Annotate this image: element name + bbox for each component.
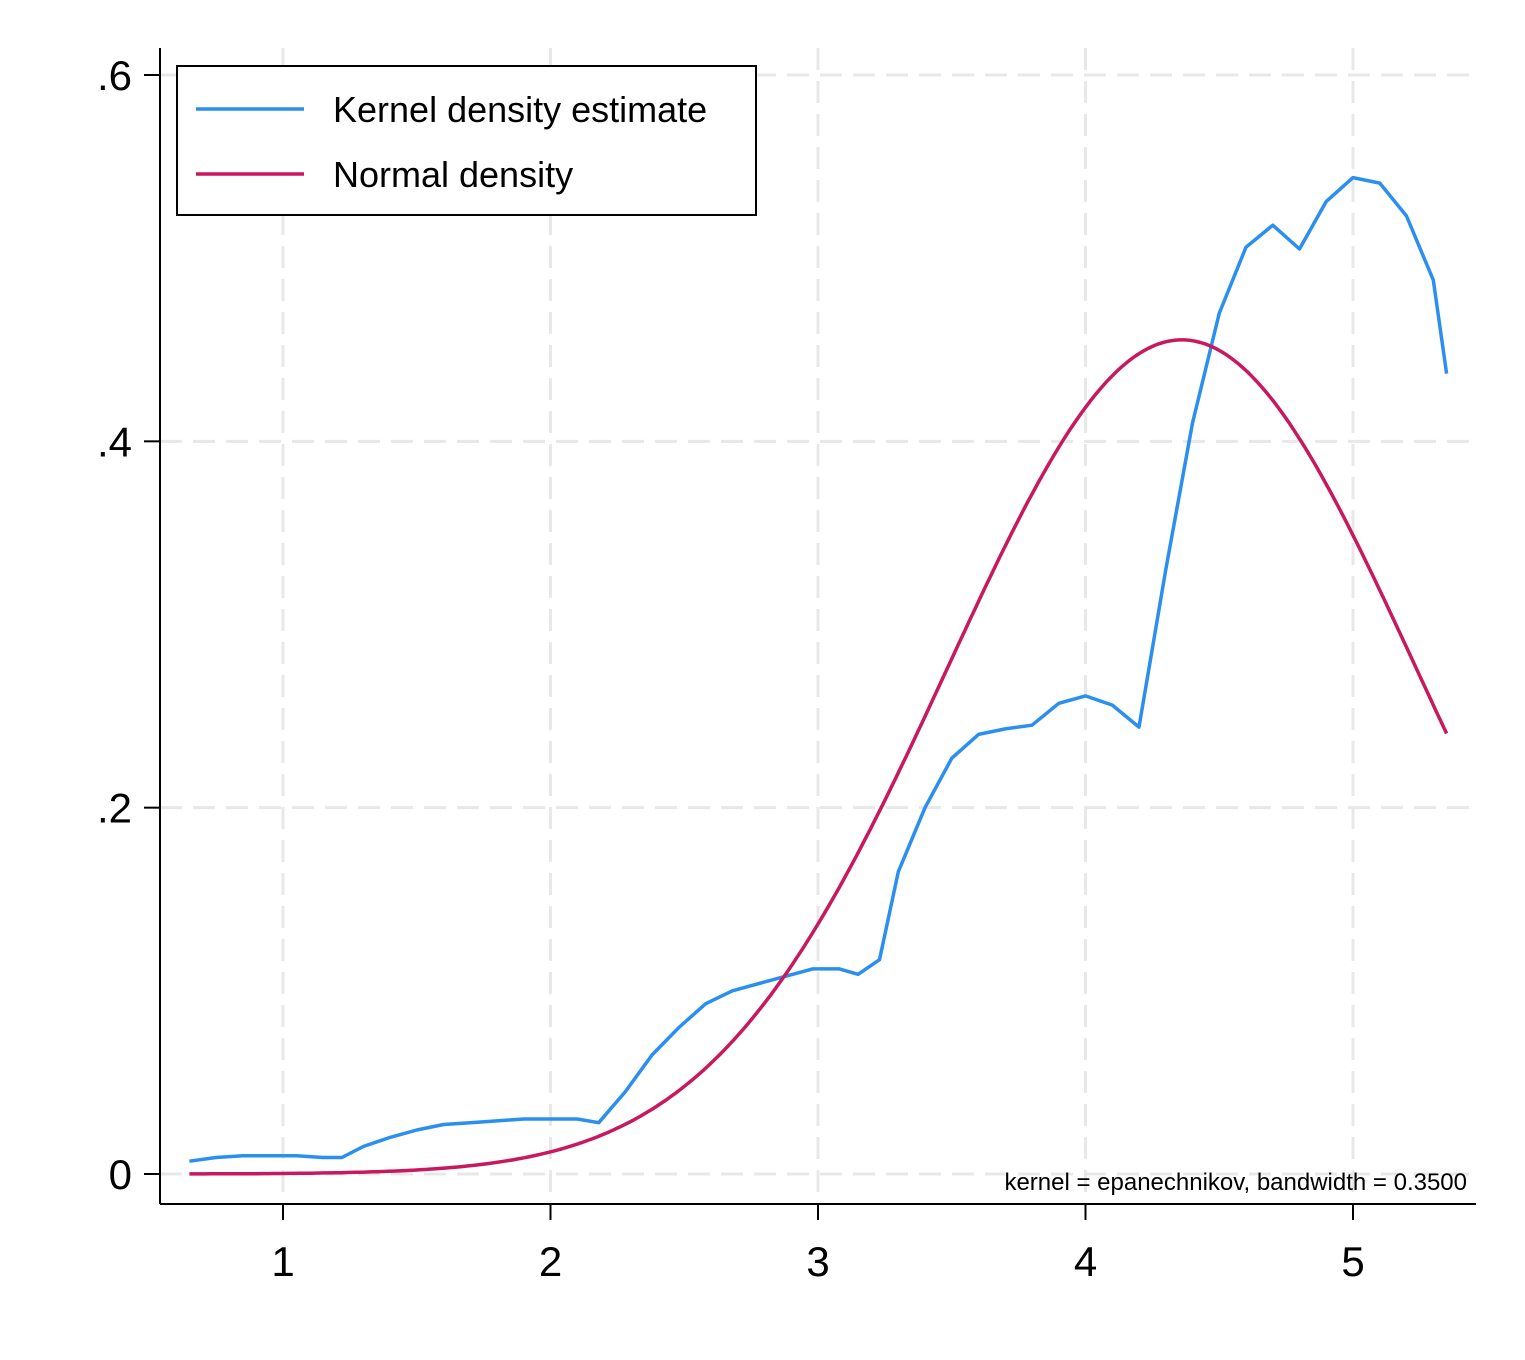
x-tick-label-1: 1 <box>271 1238 294 1285</box>
legend-label-kernel: Kernel density estimate <box>333 89 707 130</box>
x-tick-label-4: 4 <box>1074 1238 1097 1285</box>
x-tick-label-3: 3 <box>806 1238 829 1285</box>
x-tick-label-5: 5 <box>1341 1238 1364 1285</box>
normal-density-line <box>189 338 1449 1176</box>
x-tick-label-2: 2 <box>539 1238 562 1285</box>
y-tick-label-0: 0 <box>109 1151 132 1198</box>
legend-box <box>176 65 757 216</box>
kernel-note: kernel = epanechnikov, bandwidth = 0.350… <box>1004 1169 1467 1196</box>
y-tick-label-.4: .4 <box>97 418 132 465</box>
y-tick-label-.2: .2 <box>97 785 132 832</box>
y-tick-label-.6: .6 <box>97 52 132 99</box>
series-layer <box>189 175 1449 1176</box>
axis-layer: 1 2 3 4 5 0 .2 .4 .6 <box>97 48 1476 1285</box>
kernel-density-line <box>189 175 1449 1163</box>
legend: Kernel density estimate Normal density <box>176 65 757 216</box>
grid-layer <box>160 48 1476 1204</box>
legend-label-normal: Normal density <box>333 154 573 195</box>
